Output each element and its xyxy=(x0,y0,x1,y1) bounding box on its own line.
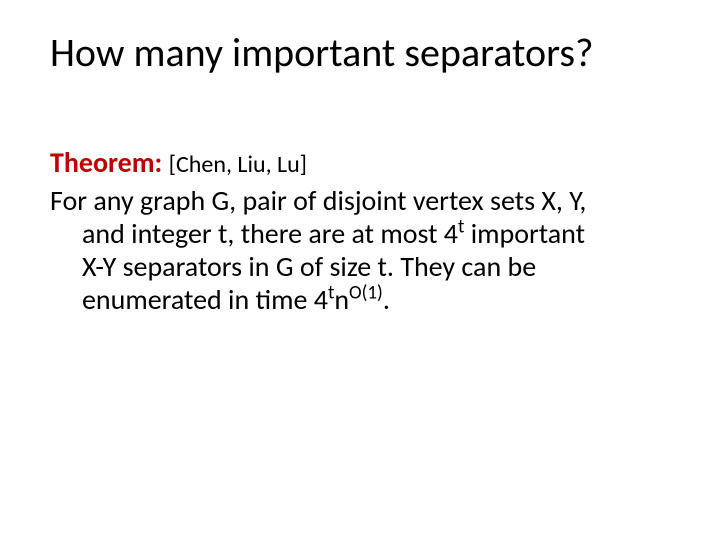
theorem-line: Theorem: [Chen, Liu, Lu] xyxy=(50,145,670,180)
body-line-2: and integer t, there are at most 4t impo… xyxy=(50,217,670,250)
body-line-1: For any graph G, pair of disjoint vertex… xyxy=(50,183,586,218)
body-line-2a: and integer t, there are at most 4 xyxy=(82,216,458,251)
body-line-4a: enumerated in time 4 xyxy=(82,282,328,317)
body-line-3: X-Y separators in G of size t. They can … xyxy=(50,250,670,283)
body-line-2b: important xyxy=(464,216,585,251)
theorem-citation: [Chen, Liu, Lu] xyxy=(169,150,307,179)
slide-title: How many important separators? xyxy=(50,28,670,77)
theorem-body: For any graph G, pair of disjoint vertex… xyxy=(50,184,670,316)
body-line-4c: . xyxy=(383,282,390,317)
body-line-4: enumerated in time 4tnO(1). xyxy=(50,283,670,316)
theorem-label: Theorem: xyxy=(50,145,162,180)
slide: How many important separators? Theorem: … xyxy=(0,0,720,540)
body-line-4b: n xyxy=(334,282,349,317)
body-line-4-sup2: O(1) xyxy=(349,282,383,305)
